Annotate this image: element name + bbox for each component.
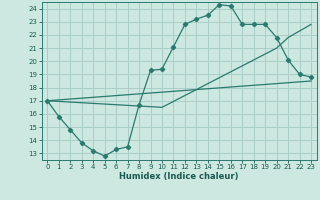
X-axis label: Humidex (Indice chaleur): Humidex (Indice chaleur) [119, 172, 239, 181]
